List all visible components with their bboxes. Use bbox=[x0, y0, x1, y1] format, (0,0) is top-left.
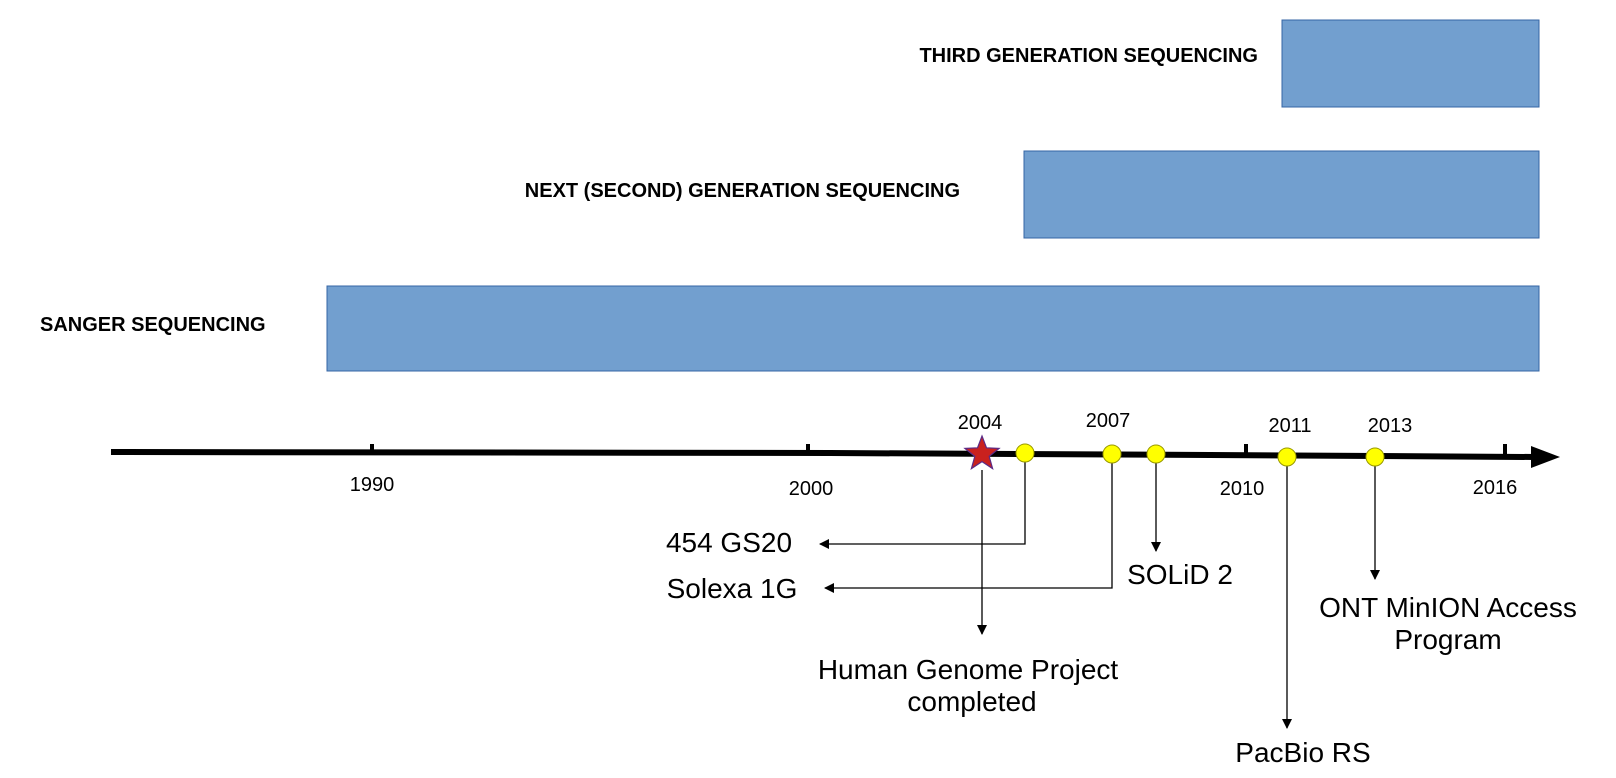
sanger-label: SANGER SEQUENCING bbox=[40, 314, 266, 336]
event-label-ont-line2: Program bbox=[1394, 624, 1501, 655]
yellow-circle-icon bbox=[1015, 443, 1035, 463]
event-label-solexa: Solexa 1G bbox=[667, 573, 798, 604]
solexa-connector bbox=[824, 462, 1113, 593]
event-label-gs20: 454 GS20 bbox=[666, 527, 792, 558]
event-label-ont-line1: ONT MinION Access bbox=[1319, 592, 1577, 623]
event-label-hgp-line2: completed bbox=[907, 686, 1036, 717]
year-label-2016: 2016 bbox=[1473, 477, 1518, 499]
event-label-hgp-line1: Human Genome Project bbox=[818, 654, 1119, 685]
year-label-2000: 2000 bbox=[789, 478, 834, 500]
event-year-2011: 2011 bbox=[1268, 415, 1311, 437]
third-generation-label: THIRD GENERATION SEQUENCING bbox=[919, 45, 1258, 67]
yellow-circle-icon bbox=[1146, 444, 1166, 464]
sanger-bar bbox=[326, 285, 1540, 372]
event-label-solid: SOLiD 2 bbox=[1127, 559, 1233, 590]
next-generation-bar bbox=[1023, 150, 1540, 239]
year-label-2010: 2010 bbox=[1220, 478, 1265, 500]
yellow-circle-icon bbox=[1102, 444, 1122, 464]
event-year-2004: 2004 bbox=[958, 412, 1003, 434]
event-year-2013: 2013 bbox=[1368, 415, 1413, 437]
third-generation-bar bbox=[1281, 19, 1540, 108]
gs20-connector bbox=[819, 462, 1026, 549]
timeline-axis bbox=[110, 446, 1560, 468]
star-icon bbox=[963, 434, 1001, 470]
year-label-1990: 1990 bbox=[350, 474, 395, 496]
event-year-2007: 2007 bbox=[1086, 410, 1131, 432]
next-generation-label: NEXT (SECOND) GENERATION SEQUENCING bbox=[525, 180, 960, 202]
event-label-pacbio: PacBio RS bbox=[1235, 737, 1370, 768]
yellow-circle-icon bbox=[1365, 447, 1385, 467]
yellow-circle-icon bbox=[1277, 447, 1297, 467]
